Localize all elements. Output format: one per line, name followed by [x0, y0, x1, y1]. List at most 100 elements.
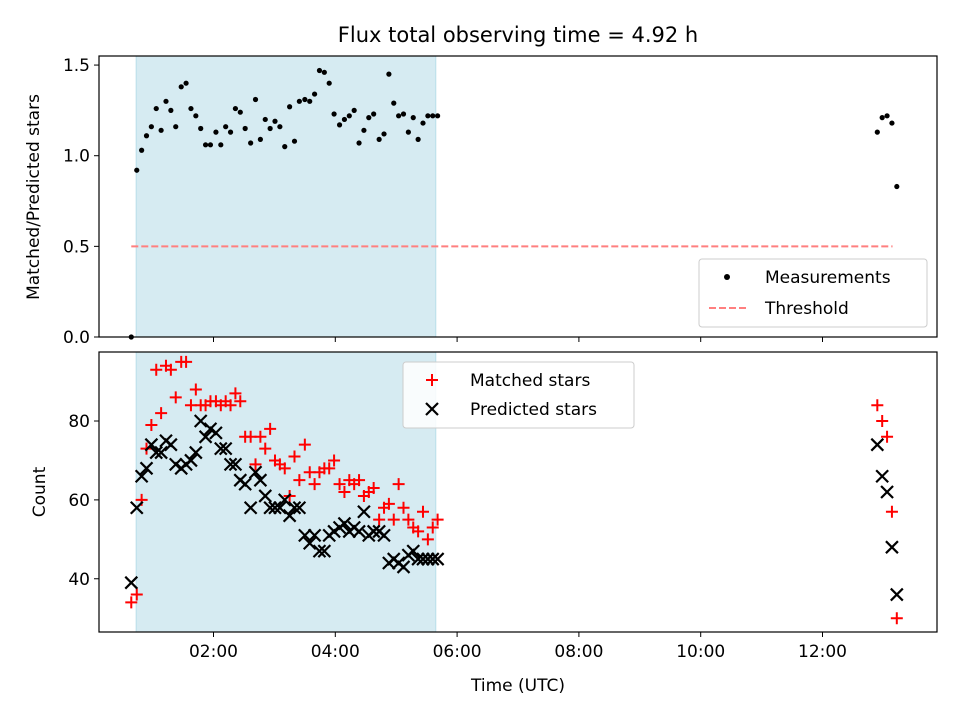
top-legend: Measurements Threshold — [698, 258, 928, 328]
predicted-point — [139, 461, 154, 476]
predicted-point — [298, 528, 312, 543]
data-point — [183, 80, 189, 86]
top-series-measurements — [128, 67, 900, 340]
predicted-point — [273, 500, 287, 515]
top-ticks-layer: 0.0 0.5 1.0 1.5 — [63, 56, 824, 348]
top-y-tick-label: 0.0 — [63, 328, 90, 348]
predicted-point — [292, 500, 307, 515]
predicted-point — [425, 552, 440, 566]
matched-point — [392, 478, 405, 491]
matched-point — [180, 355, 193, 368]
matched-point — [373, 513, 386, 526]
predicted-point — [228, 457, 243, 472]
data-point — [134, 167, 140, 173]
matched-point — [293, 474, 306, 487]
data-point — [311, 91, 318, 97]
data-point — [202, 142, 209, 148]
data-point — [351, 107, 357, 113]
predicted-point — [258, 489, 273, 503]
matched-point — [308, 478, 321, 491]
data-point — [153, 105, 159, 112]
data-point — [139, 147, 145, 153]
matched-point — [421, 533, 434, 546]
top-axes: 0.0 0.5 1.0 1.5 Matched/Predicted stars Mea… — [24, 55, 938, 348]
data-point — [889, 120, 895, 126]
predicted-point — [223, 457, 238, 472]
bottom-points-layer — [124, 355, 904, 625]
data-point — [227, 129, 234, 135]
data-point — [879, 115, 885, 121]
predicted-point — [268, 500, 282, 515]
data-point — [178, 84, 184, 90]
matched-point — [890, 612, 903, 625]
top-y-axis-label: Matched/Predicted stars — [24, 94, 44, 300]
predicted-point — [134, 469, 149, 484]
data-point — [248, 140, 254, 146]
data-point — [316, 67, 323, 74]
data-point — [302, 96, 308, 103]
predicted-point — [189, 445, 203, 460]
bottom-y-tick-label: 60 — [68, 491, 90, 511]
data-point — [207, 142, 214, 148]
matched-point — [155, 407, 168, 420]
matched-point — [431, 513, 444, 526]
matched-point — [876, 415, 889, 428]
data-point — [405, 129, 411, 135]
matched-point — [234, 395, 247, 408]
matched-point — [254, 430, 267, 443]
x-tick-label: 04:00 — [311, 642, 360, 662]
data-point — [386, 71, 392, 77]
predicted-point — [357, 504, 371, 519]
bottom-series-matched-stars — [125, 355, 903, 625]
matched-point — [229, 387, 242, 400]
bottom-ticks-layer: 40 60 80 02:00 04:00 06:00 08:00 10:00 12:00 — [68, 412, 847, 662]
top-points-layer — [128, 67, 900, 340]
matched-point — [338, 486, 351, 498]
data-point — [198, 125, 204, 132]
data-point — [193, 113, 199, 119]
data-point — [346, 113, 352, 119]
data-point — [291, 138, 298, 144]
predicted-point — [421, 552, 435, 566]
data-point — [262, 116, 268, 123]
data-point — [173, 124, 179, 130]
top-y-tick-label: 0.5 — [63, 237, 90, 257]
predicted-point — [193, 414, 208, 428]
matched-point — [264, 422, 277, 435]
matched-point — [333, 478, 346, 491]
legend-measurements-label: Measurements — [765, 268, 891, 288]
predicted-point — [317, 544, 332, 558]
predicted-point — [238, 477, 252, 491]
data-point — [361, 127, 367, 133]
predicted-point — [209, 426, 223, 440]
bottom-y-axis-label: Count — [30, 466, 50, 517]
predicted-point — [880, 485, 894, 499]
data-point — [277, 124, 283, 130]
matched-point — [397, 501, 410, 514]
data-point — [435, 113, 441, 119]
bottom-observing-span — [135, 351, 437, 633]
data-point — [218, 142, 224, 148]
legend-predicted-marker — [425, 402, 439, 416]
top-axes-frame — [98, 55, 938, 338]
legend-matched-marker — [426, 374, 438, 386]
data-point — [282, 144, 288, 150]
top-y-tick-label: 1.0 — [63, 147, 90, 167]
data-point — [874, 129, 880, 135]
bottom-axes-frame — [98, 351, 938, 633]
bottom-axes: 40 60 80 02:00 04:00 06:00 08:00 10:00 12:00 Cou… — [30, 351, 938, 696]
matched-point — [150, 363, 163, 376]
data-point — [158, 127, 164, 133]
matched-point — [298, 438, 311, 451]
predicted-point — [184, 453, 198, 468]
data-point — [430, 113, 436, 119]
x-tick-label: 08:00 — [554, 642, 603, 662]
data-point — [168, 107, 174, 113]
data-point — [188, 105, 194, 112]
predicted-point — [164, 437, 178, 452]
data-point — [420, 120, 426, 126]
predicted-point — [218, 441, 233, 456]
matched-point — [259, 442, 272, 455]
matched-point — [249, 458, 262, 471]
